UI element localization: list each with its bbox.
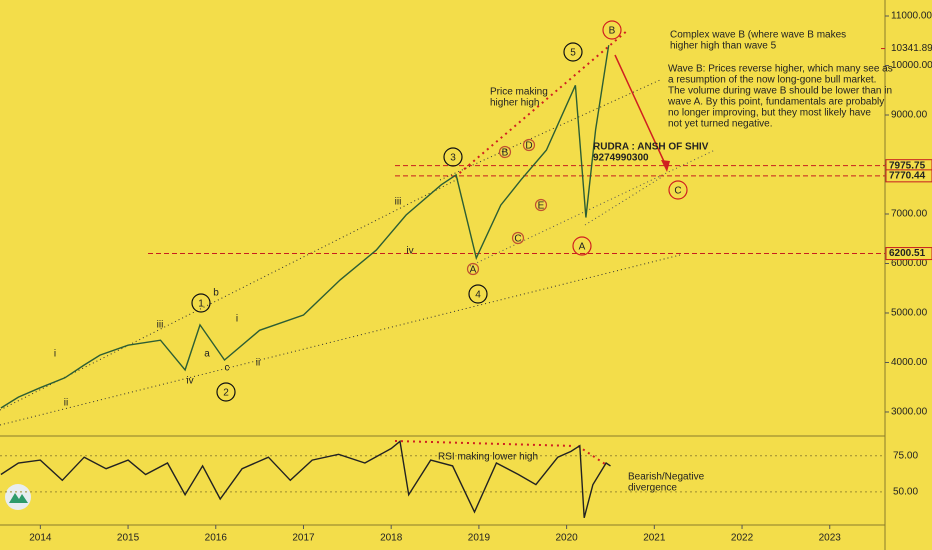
rsi-tick-label: 75.00 bbox=[893, 450, 918, 461]
rsi-line bbox=[0, 439, 611, 518]
wave-label: ii bbox=[256, 358, 260, 369]
rsi-divergence-line bbox=[577, 445, 609, 467]
level-label: 6200.51 bbox=[889, 248, 926, 259]
x-tick-label: 2015 bbox=[117, 533, 140, 544]
note-text: a resumption of the now long-gone bull m… bbox=[668, 75, 876, 86]
x-tick-label: 2023 bbox=[819, 533, 842, 544]
wave-label: D bbox=[525, 141, 532, 152]
wave-label: 3 bbox=[450, 153, 456, 164]
wave-label: 1 bbox=[198, 299, 204, 310]
y-tick-label: 4000.00 bbox=[891, 357, 928, 368]
level-label: 7770.44 bbox=[889, 170, 926, 181]
note-text: Wave B: Prices reverse higher, which man… bbox=[668, 64, 893, 75]
wave-circle bbox=[216, 382, 236, 402]
x-tick-label: 2018 bbox=[380, 533, 403, 544]
note-text: Price making bbox=[490, 87, 548, 98]
wave-label: B bbox=[609, 26, 616, 37]
wave-circle bbox=[511, 231, 525, 245]
wave-label: E bbox=[538, 201, 545, 212]
wave-circle bbox=[534, 198, 548, 212]
wave-circle bbox=[498, 145, 512, 159]
wave-circle bbox=[572, 236, 592, 256]
x-tick-label: 2017 bbox=[292, 533, 315, 544]
note-text: RSI making lower high bbox=[438, 452, 538, 463]
note-text: higher high than wave 5 bbox=[670, 41, 777, 52]
wave-circle bbox=[466, 262, 480, 276]
wave-circle bbox=[468, 284, 488, 304]
note-text: no longer improving, but they most likel… bbox=[668, 108, 871, 119]
arrow-line bbox=[614, 54, 668, 169]
wave-circle bbox=[191, 293, 211, 313]
x-tick-label: 2014 bbox=[29, 533, 52, 544]
rsi-divergence-line bbox=[394, 440, 576, 447]
wave-label: A bbox=[470, 265, 477, 276]
trend-line bbox=[0, 254, 681, 426]
wave-label: iii bbox=[395, 197, 402, 208]
y-tick-label: 6000.00 bbox=[891, 258, 928, 269]
wave-label: iv bbox=[186, 376, 193, 387]
x-tick-label: 2019 bbox=[468, 533, 491, 544]
wave-label: i bbox=[54, 349, 56, 360]
wave-label: a bbox=[204, 349, 210, 360]
wave-label: ii bbox=[64, 398, 68, 409]
note-text: wave A. By this point, fundamentals are … bbox=[667, 97, 884, 108]
wave-label: 4 bbox=[475, 290, 481, 301]
x-tick-label: 2016 bbox=[205, 533, 228, 544]
wave-label: B bbox=[502, 148, 509, 159]
wave-label: iii bbox=[157, 320, 164, 331]
wave-label: c bbox=[225, 363, 230, 374]
x-tick-label: 2022 bbox=[731, 533, 754, 544]
level-label-box bbox=[885, 169, 932, 183]
wave-label: 2 bbox=[223, 388, 229, 399]
y-tick-label: 11000.00 bbox=[891, 11, 932, 22]
logo bbox=[5, 484, 31, 510]
note-text: RUDRA : ANSH OF SHIV bbox=[593, 142, 709, 153]
trend-line bbox=[469, 149, 716, 267]
note-text: The volume during wave B should be lower… bbox=[668, 86, 892, 97]
wave-circle bbox=[602, 20, 622, 40]
trend-line bbox=[439, 79, 661, 181]
note-text: divergence bbox=[628, 483, 677, 494]
y-tick-label: 9000.00 bbox=[891, 110, 928, 121]
wave-circle bbox=[668, 180, 688, 200]
note-text: Bearish/Negative bbox=[628, 472, 705, 483]
note-text: Complex wave B (where wave B makes bbox=[670, 30, 846, 41]
y-tick-label: 3000.00 bbox=[891, 407, 928, 418]
x-tick-label: 2020 bbox=[555, 533, 578, 544]
price-line bbox=[0, 45, 610, 409]
y-tick-label: 7000.00 bbox=[891, 209, 928, 220]
logo-mark bbox=[9, 493, 28, 503]
wave-label: 5 bbox=[570, 48, 576, 59]
wave-circle bbox=[443, 147, 463, 167]
wave-circle bbox=[563, 42, 583, 62]
wave-label: iv bbox=[406, 246, 413, 257]
wave-label: A bbox=[579, 242, 586, 253]
wave-label: C bbox=[514, 234, 521, 245]
note-text: 9274990300 bbox=[593, 153, 649, 164]
y-tick-label: 5000.00 bbox=[891, 308, 928, 319]
last-price-label: 10341.89 bbox=[891, 43, 932, 54]
wave-label: b bbox=[213, 288, 219, 299]
wave-circle bbox=[522, 138, 536, 152]
x-tick-label: 2021 bbox=[643, 533, 666, 544]
resistance-line bbox=[454, 29, 629, 178]
y-tick-label: 10000.00 bbox=[891, 60, 932, 71]
wave-label: i bbox=[236, 314, 238, 325]
wave-label: C bbox=[674, 186, 681, 197]
level-label-box bbox=[885, 247, 932, 261]
arrow-head bbox=[661, 160, 670, 172]
note-text: not yet turned negative. bbox=[668, 119, 773, 130]
note-text: higher high bbox=[490, 98, 539, 109]
trend-line bbox=[584, 174, 666, 226]
level-label: 7975.75 bbox=[889, 160, 926, 171]
rsi-tick-label: 50.00 bbox=[893, 486, 918, 497]
